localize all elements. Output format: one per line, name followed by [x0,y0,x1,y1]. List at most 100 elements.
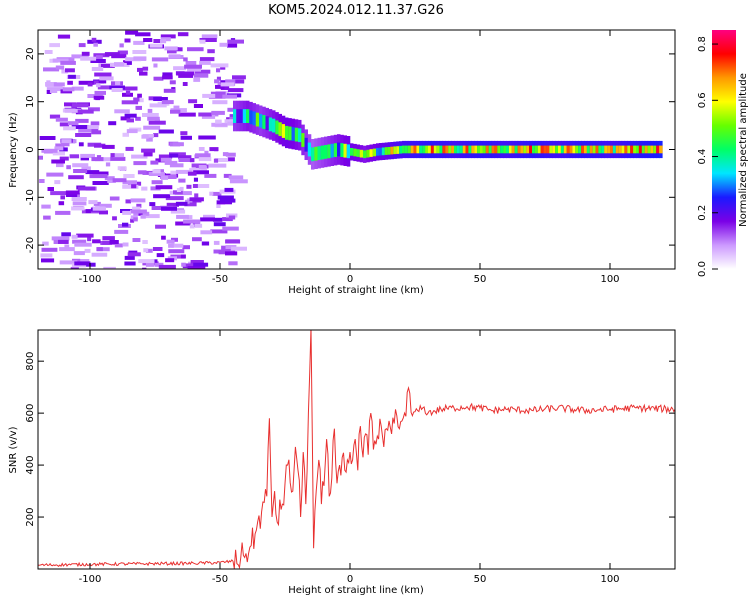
spectrogram-cell [170,254,186,259]
spectrogram-cell [213,222,226,227]
spectrogram-cell [193,170,209,175]
spectrogram-cell [229,179,248,184]
spectrogram-cell [190,260,204,264]
spectrogram-cell [320,145,325,160]
spectrogram-cell [584,145,588,154]
spectrogram-cell [178,178,186,183]
spectrogram-cell [192,237,202,242]
spectrogram-cell [71,234,78,239]
spectrogram-cell [65,68,75,73]
spectrogram-cell [81,166,91,171]
spectrogram-cell [451,145,455,154]
spectrogram-cell [161,206,177,211]
spectrogram-cell [485,145,490,154]
spectrogram-cell [224,187,234,192]
spectrogram-cell [168,249,185,254]
spectrogram-cell [194,193,199,198]
spectrogram-cell [514,145,519,154]
spectrogram-cell [112,178,127,183]
spectrogram-cell [563,145,568,154]
spectrogram-cell [560,145,565,154]
spectrogram-cell [152,169,161,174]
spectrogram-cell [94,72,112,77]
spectrogram-cell [200,230,213,235]
spectrogram-cell [175,201,188,206]
spectrogram-cell [155,224,166,229]
colorbar-tick-label: 0.6 [697,92,708,108]
spectrogram-cell [262,115,266,129]
spectrogram-cell [497,145,501,154]
spectrogram-cell [65,193,78,197]
spectrogram-cell [136,203,142,208]
spectrogram-cell [222,152,229,157]
spectrogram-cell [122,210,131,215]
spectrogram-cell [124,38,131,43]
spectrogram-cell [137,170,147,175]
spectrogram-x-ticks: -100 -50 0 50 100 [79,30,620,285]
spectrogram-cell [330,143,334,158]
spectrogram-cell [111,54,127,59]
spectrogram-cell [211,122,228,127]
spectrogram-cell [39,136,56,140]
spectrogram-cell [188,99,198,104]
spectrogram-cell [644,145,649,154]
spectrogram-cell [174,47,183,52]
spectrogram-cell [166,239,175,244]
spectrogram-cell [213,158,219,163]
spectrogram-cell [57,34,71,39]
spectrogram-cell [454,145,458,154]
spectrogram-cell [161,100,174,105]
spectrogram-cell [187,171,197,176]
spectrogram-cell [189,167,208,172]
spectrogram-cell [178,73,194,78]
spectrogram-cell [164,160,178,165]
spectrogram-cell [233,109,237,123]
spectrogram-cell [99,203,112,208]
spectrogram-cell [160,34,176,39]
spectrogram-cell [419,145,423,154]
spectrogram-cell [202,93,216,98]
spectrogram-cell [195,153,211,158]
spectrogram-cell [88,200,98,205]
spectrogram-cell [214,158,229,162]
spectrogram-cell [228,261,238,266]
spectrogram-cell [92,206,106,211]
snr-y-label: SNR (v/v) [8,426,19,473]
spectrogram-cell [211,110,225,115]
spectrogram-cell [630,145,634,154]
spectrogram-cell [91,130,102,135]
spectrogram-cell [176,188,182,192]
spectrogram-cell [529,145,533,154]
x-tick-label: 0 [347,274,353,285]
spectrogram-cell [294,127,299,142]
spectrogram-cell [78,80,95,85]
spectrogram-cell [589,145,594,154]
spectrogram-cell [193,104,203,108]
spectrogram-cell [428,145,432,154]
spectrogram-cell [145,262,155,267]
spectrogram-cell [55,117,68,122]
spectrogram-cell [198,157,212,162]
spectrogram-cell [50,191,67,196]
spectrogram-cell [566,145,571,154]
spectrogram-cell [228,79,245,84]
spectrogram-cell [169,153,179,158]
spectrogram-cell [201,114,216,119]
spectrogram-cell [149,43,163,48]
spectrogram-cell [43,67,60,72]
spectrogram-cell [125,146,134,151]
spectrogram-cell [480,145,484,154]
spectrogram-cell [222,217,233,222]
spectrogram-cell [173,105,180,110]
colorbar: 0.0 0.2 0.4 0.6 0.8 Normalized spectral ampl… [697,30,749,277]
spectrogram-cell [199,38,217,42]
spectrogram-cell [604,145,608,154]
spectrogram-cell [275,120,279,135]
spectrogram-cell [422,145,426,154]
spectrogram-cell [445,145,449,154]
spectrogram-cell [281,124,286,138]
spectrogram-cell [150,160,159,165]
spectrogram-cell [173,190,183,195]
spectrogram-cell [213,217,223,222]
spectrogram-cell [90,59,106,63]
